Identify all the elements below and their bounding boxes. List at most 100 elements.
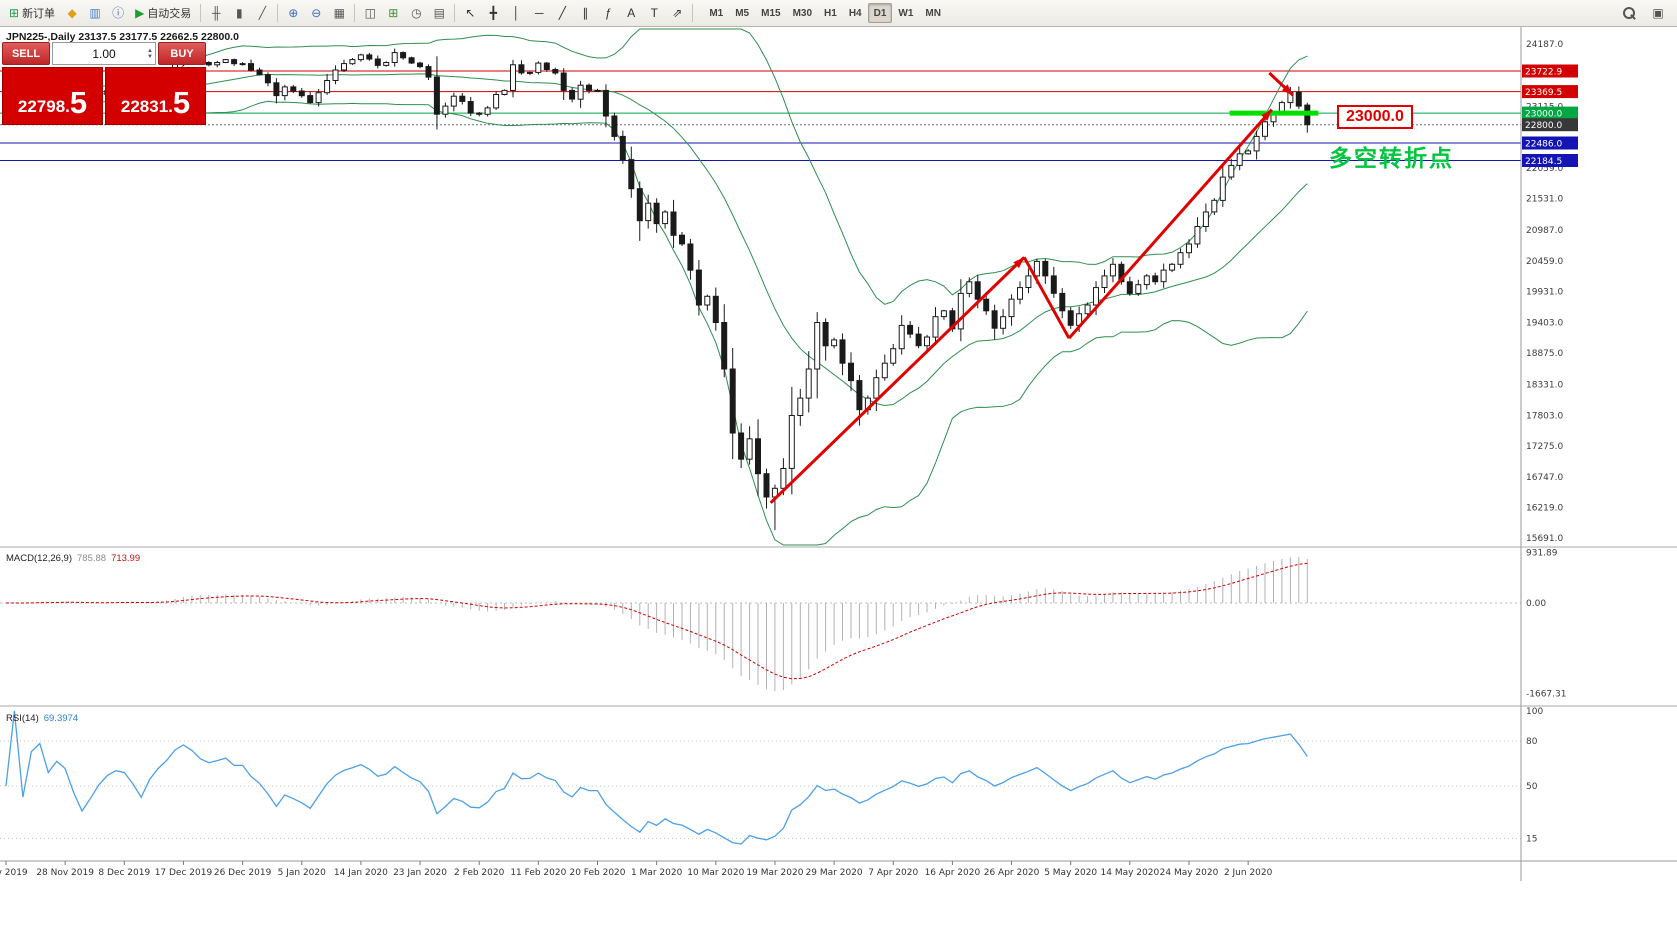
svg-text:26 Apr 2020: 26 Apr 2020 — [984, 868, 1040, 878]
symbols-icon[interactable]: ◆ — [61, 2, 83, 24]
svg-text:26 Dec 2019: 26 Dec 2019 — [214, 868, 272, 878]
timeframe-m15-button[interactable]: M15 — [761, 7, 781, 19]
svg-text:17275.0: 17275.0 — [1526, 442, 1563, 452]
new-order-button-label: 新订单 — [22, 8, 56, 20]
window-layout-icon: ▣ — [1652, 6, 1664, 20]
svg-text:80: 80 — [1526, 737, 1538, 747]
svg-text:16219.0: 16219.0 — [1526, 504, 1563, 514]
rsi-pane[interactable] — [0, 710, 1521, 845]
svg-text:17 Dec 2019: 17 Dec 2019 — [155, 868, 213, 878]
svg-text:14 Jan 2020: 14 Jan 2020 — [334, 868, 388, 878]
cursor-icon[interactable]: ↖ — [459, 2, 481, 24]
window-layout-button[interactable]: ▣ — [1647, 2, 1669, 24]
trendline-icon[interactable]: ╱ — [551, 2, 573, 24]
svg-text:28 Nov 2019: 28 Nov 2019 — [36, 868, 94, 878]
horizontal-line-icon[interactable]: ─ — [528, 2, 550, 24]
search-icon — [1623, 6, 1636, 20]
svg-text:16747.0: 16747.0 — [1526, 473, 1563, 483]
timeframe-mn-button[interactable]: MN — [925, 7, 941, 19]
crosshair-icon-icon: ╋ — [489, 6, 497, 20]
svg-text:19 Mar 2020: 19 Mar 2020 — [746, 868, 803, 878]
svg-text:1 Mar 2020: 1 Mar 2020 — [631, 868, 683, 878]
svg-text:0.00: 0.00 — [1526, 599, 1546, 609]
horizontal-line-icon-icon: ─ — [535, 6, 544, 20]
text-icon[interactable]: A — [620, 2, 642, 24]
timeframe-m1-button[interactable]: M1 — [709, 7, 724, 19]
autotrading-icon: ▶ — [135, 6, 145, 20]
svg-text:2 Feb 2020: 2 Feb 2020 — [454, 868, 505, 878]
trendline-icon-icon: ╱ — [558, 6, 566, 20]
period-clock-icon[interactable]: ◷ — [405, 2, 427, 24]
timeframe-m5-button[interactable]: M5 — [735, 7, 750, 19]
chart-canvas[interactable]: 24187.023115.022059.021531.020987.020459… — [0, 27, 1677, 946]
autotrading-button[interactable]: ▶ 自动交易 — [130, 2, 196, 24]
timeframe-m30-button[interactable]: M30 — [792, 7, 813, 19]
new-chart-icon[interactable]: ⊞ — [382, 2, 404, 24]
zoom-out-icon[interactable]: ⊖ — [305, 2, 327, 24]
toolbar-separator — [354, 4, 356, 22]
tile-windows-icon[interactable]: ◫ — [359, 2, 381, 24]
main-toolbar: ⊞ 新订单 ◆ ▥ ⓘ ▶ 自动交易 ╫ ▮ ╱ ⊕ ⊖ ▦ ◫ ⊞ ◷ ▤ ↖ ╋ │ ─ ╱ ∥ ƒ A T ⇗ M1 M5 M15… — [0, 0, 1677, 27]
turning-point-note[interactable]: 多空转折点 — [1329, 145, 1454, 171]
volume-input[interactable]: 1.00 ▲ ▼ — [52, 42, 156, 65]
line-chart-icon[interactable]: ╱ — [251, 2, 273, 24]
new-order-button[interactable]: ⊞ 新订单 — [4, 2, 60, 24]
toolbar-separator — [277, 4, 279, 22]
svg-text:18875.0: 18875.0 — [1526, 349, 1563, 359]
timeframe-h1-button[interactable]: H1 — [824, 7, 837, 19]
svg-text:7 Apr 2020: 7 Apr 2020 — [868, 868, 918, 878]
zoom-out-icon-icon: ⊖ — [311, 6, 322, 20]
support-level-label[interactable]: 23000.0 — [1337, 105, 1413, 129]
timeframe-w1-button[interactable]: W1 — [898, 7, 914, 19]
zoom-in-icon[interactable]: ⊕ — [282, 2, 304, 24]
svg-text:15: 15 — [1526, 835, 1537, 845]
arrows-icon[interactable]: ⇗ — [666, 2, 688, 24]
vertical-line-icon[interactable]: │ — [505, 2, 527, 24]
volume-up-button[interactable]: ▲ — [147, 47, 153, 54]
svg-text:23369.5: 23369.5 — [1525, 88, 1562, 98]
svg-text:5 Jan 2020: 5 Jan 2020 — [278, 868, 326, 878]
svg-text:29 Mar 2020: 29 Mar 2020 — [806, 868, 863, 878]
sell-button[interactable]: SELL — [2, 42, 50, 65]
crosshair-icon[interactable]: ╋ — [482, 2, 504, 24]
svg-text:15691.0: 15691.0 — [1526, 534, 1563, 544]
buy-price-display[interactable]: 22831. 5 — [105, 67, 206, 125]
toolbar-separator — [454, 4, 456, 22]
buy-button[interactable]: BUY — [158, 42, 206, 65]
svg-text:18331.0: 18331.0 — [1526, 381, 1563, 391]
svg-text:19931.0: 19931.0 — [1526, 288, 1563, 298]
svg-text:-1667.31: -1667.31 — [1526, 689, 1566, 699]
channel-icon[interactable]: ∥ — [574, 2, 596, 24]
rsi-name: RSI(14) — [6, 713, 39, 724]
auto-arrange-icon[interactable]: ▦ — [328, 2, 350, 24]
sell-price-display[interactable]: 22798. 5 — [2, 67, 103, 125]
label-icon[interactable]: T — [643, 2, 665, 24]
svg-text:5 May 2020: 5 May 2020 — [1044, 868, 1097, 878]
templates-icon[interactable]: ▤ — [428, 2, 450, 24]
svg-text:22486.0: 22486.0 — [1525, 139, 1562, 149]
search-button[interactable] — [1618, 2, 1641, 24]
bar-chart-icon[interactable]: ╫ — [205, 2, 227, 24]
svg-text:50: 50 — [1526, 782, 1538, 792]
data-window-icon-icon: ⓘ — [112, 6, 125, 20]
timeframe-h4-button[interactable]: H4 — [848, 7, 862, 19]
macd-signal-value: 713.99 — [111, 553, 141, 564]
fibonacci-icon[interactable]: ƒ — [597, 2, 619, 24]
macd-pane[interactable] — [0, 557, 1521, 692]
vertical-line-icon-icon: │ — [512, 6, 521, 20]
time-axis[interactable]: Nov 2019 28 Nov 2019 8 Dec 2019 17 Dec 2019… — [0, 861, 1273, 878]
svg-text:23000.0: 23000.0 — [1525, 110, 1562, 120]
price-axis[interactable]: 24187.023115.022059.021531.020987.020459… — [1522, 40, 1578, 845]
sell-price-big-digit: 5 — [69, 85, 88, 120]
volume-down-button[interactable]: ▼ — [147, 53, 153, 60]
macd-main-value: 785.88 — [77, 553, 107, 564]
one-click-trading-panel: SELL 1.00 ▲ ▼ BUY 22798. 5 22831. 5 — [2, 42, 206, 125]
svg-text:22184.5: 22184.5 — [1525, 157, 1562, 167]
candlestick-chart-icon[interactable]: ▮ — [228, 2, 250, 24]
svg-text:19403.0: 19403.0 — [1526, 318, 1563, 328]
pane-frames — [0, 27, 1677, 881]
svg-text:8 Dec 2019: 8 Dec 2019 — [98, 868, 150, 878]
data-window-icon[interactable]: ⓘ — [107, 2, 129, 24]
timeframe-d1-button[interactable]: D1 — [867, 3, 893, 23]
market-watch-icon[interactable]: ▥ — [84, 2, 106, 24]
